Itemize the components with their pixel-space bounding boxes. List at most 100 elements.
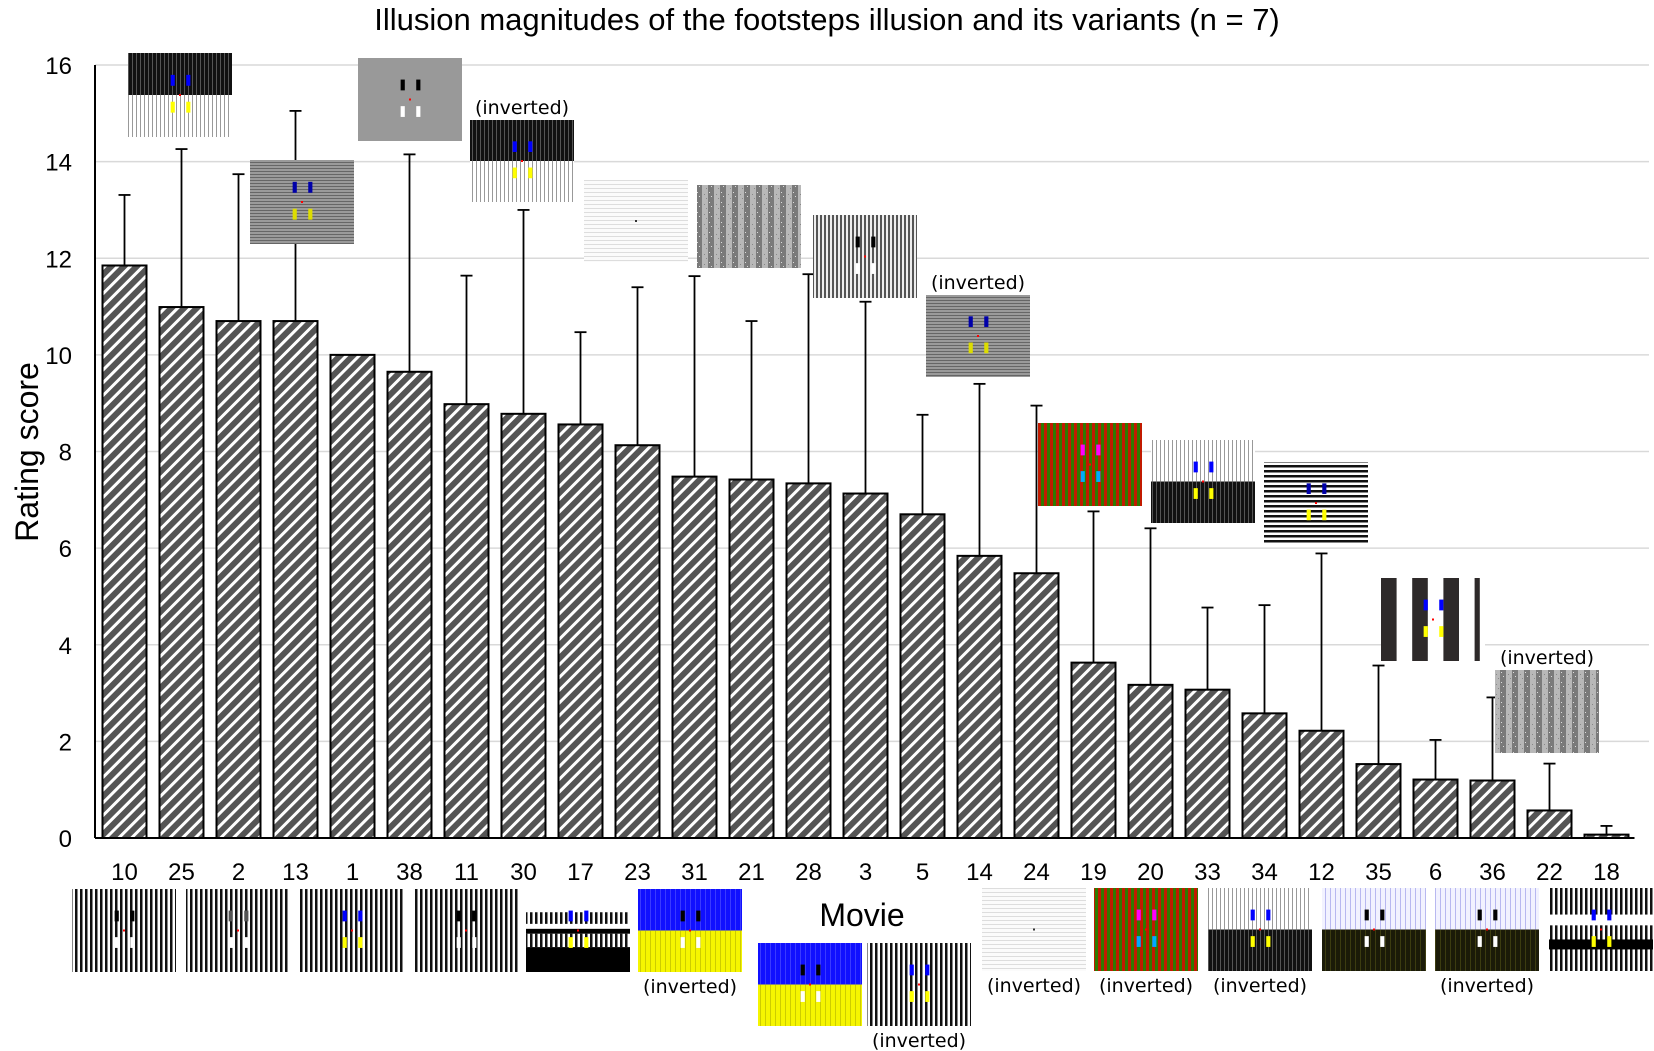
- bar-20: [1127, 683, 1174, 839]
- y-axis-label: Rating score: [9, 362, 45, 542]
- bar-24: [1013, 572, 1060, 839]
- bar-38: [386, 370, 433, 839]
- x-tick-label: 6: [1429, 859, 1442, 886]
- stimulus-thumbnail-17: [526, 910, 630, 972]
- x-tick-label: 23: [624, 859, 651, 886]
- stimulus-thumbnail-20: (inverted): [1094, 888, 1198, 997]
- bar-31: [671, 475, 718, 839]
- stimulus-thumbnail-23: [584, 180, 688, 262]
- stimulus-thumbnail-35: [1381, 578, 1485, 661]
- stimulus-thumbnail-1: [300, 889, 404, 972]
- x-tick-label: 13: [282, 859, 309, 886]
- x-axis-tick-labels: 10 25 2 13 1 38 11 30 17 23 31 21 28 3 5 14 24 19 20 33 34 12…: [111, 859, 1620, 886]
- bar-23: [614, 444, 661, 839]
- x-tick-label: 38: [396, 859, 423, 886]
- inverted-note: (inverted): [1213, 975, 1307, 997]
- movie-label: Movie: [819, 897, 904, 933]
- x-tick-label: 30: [510, 859, 537, 886]
- x-tick-label: 10: [111, 859, 138, 886]
- bars: [101, 264, 1630, 840]
- y-axis-ticks: 0 2 4 6 8 10 12 14 16: [45, 53, 72, 853]
- inverted-note: (inverted): [931, 272, 1025, 294]
- inverted-note: (inverted): [872, 1030, 966, 1051]
- bar-30: [500, 412, 547, 839]
- y-tick-label: 14: [45, 150, 72, 177]
- x-tick-label: 22: [1536, 859, 1563, 886]
- x-tick-label: 14: [966, 859, 993, 886]
- bar-22: [1526, 809, 1573, 839]
- bar-5: [899, 513, 946, 840]
- x-tick-label: 25: [168, 859, 195, 886]
- chart-title: Illusion magnitudes of the footsteps ill…: [374, 2, 1280, 37]
- stimulus-thumbnail-21: [697, 185, 801, 268]
- x-tick-label: 2: [232, 859, 245, 886]
- bar-35: [1355, 763, 1402, 839]
- bar-36: [1469, 779, 1516, 839]
- stimulus-thumbnails: (inverted) (inverted) (inverted) (inverted)…: [72, 53, 1653, 1051]
- stimulus-thumbnail-24: (inverted): [982, 888, 1086, 997]
- x-tick-label: 12: [1308, 859, 1335, 886]
- stimulus-thumbnail-3: (inverted): [867, 943, 971, 1051]
- stimulus-thumbnail-2: [186, 889, 290, 972]
- bar-12: [1298, 729, 1345, 840]
- inverted-note: (inverted): [987, 975, 1081, 997]
- y-tick-label: 6: [59, 536, 72, 563]
- stimulus-thumbnail-36: (inverted): [1495, 647, 1599, 753]
- bar-34: [1241, 712, 1288, 840]
- x-tick-label: 28: [795, 859, 822, 886]
- stimulus-thumbnail-3: [813, 215, 917, 298]
- x-tick-label: 21: [738, 859, 765, 886]
- stimulus-thumbnail-13: [250, 160, 354, 244]
- stimulus-thumbnail-19: [1038, 423, 1142, 506]
- inverted-note: (inverted): [1440, 975, 1534, 997]
- x-tick-label: 18: [1593, 859, 1620, 886]
- x-tick-label: 35: [1365, 859, 1392, 886]
- inverted-note: (inverted): [475, 97, 569, 119]
- bar-14: [956, 554, 1003, 839]
- bar-6: [1412, 778, 1459, 839]
- x-tick-label: 17: [567, 859, 594, 886]
- stimulus-thumbnail-38: [358, 58, 462, 141]
- stimulus-thumbnail-11: [414, 889, 518, 972]
- bar-3: [842, 492, 889, 839]
- bar-25: [158, 306, 205, 839]
- bar-19: [1070, 661, 1117, 839]
- stimulus-thumbnail-33: [1264, 462, 1368, 544]
- x-tick-label: 11: [454, 859, 479, 886]
- bar-11: [443, 403, 490, 839]
- x-tick-label: 20: [1137, 859, 1164, 886]
- inverted-note: (inverted): [1099, 975, 1193, 997]
- stimulus-thumbnail-25: [128, 53, 232, 137]
- stimulus-thumbnail-30: (inverted): [470, 97, 574, 202]
- stimulus-thumbnail-36: (inverted): [1435, 888, 1539, 997]
- y-tick-label: 4: [59, 633, 72, 660]
- inverted-note: (inverted): [1500, 647, 1594, 669]
- x-tick-label: 34: [1251, 859, 1278, 886]
- stimulus-thumbnail-14: (inverted): [926, 272, 1030, 377]
- x-tick-label: 31: [681, 859, 708, 886]
- stimulus-thumbnail-10: [72, 889, 176, 972]
- stimulus-thumbnail-34: (inverted): [1208, 888, 1312, 997]
- bar-1: [329, 353, 376, 839]
- x-tick-label: 19: [1080, 859, 1107, 886]
- y-tick-label: 2: [59, 729, 72, 756]
- bar-21: [728, 478, 775, 839]
- x-tick-label: 33: [1194, 859, 1221, 886]
- y-tick-label: 16: [45, 53, 72, 80]
- stimulus-thumbnail-18: [1549, 888, 1653, 971]
- y-tick-label: 8: [59, 440, 72, 467]
- stimulus-thumbnail-35: [1322, 888, 1426, 971]
- error-bars: [118, 109, 1613, 835]
- inverted-note: (inverted): [643, 976, 737, 998]
- y-tick-label: 0: [59, 826, 72, 853]
- stimulus-thumbnail-28: [758, 943, 862, 1026]
- y-tick-label: 10: [45, 343, 72, 370]
- bar-33: [1184, 688, 1231, 839]
- y-tick-label: 12: [45, 246, 72, 273]
- x-tick-label: 36: [1479, 859, 1506, 886]
- x-tick-label: 24: [1023, 859, 1050, 886]
- x-tick-label: 5: [916, 859, 929, 886]
- x-tick-label: 3: [859, 859, 872, 886]
- x-tick-label: 1: [346, 859, 359, 886]
